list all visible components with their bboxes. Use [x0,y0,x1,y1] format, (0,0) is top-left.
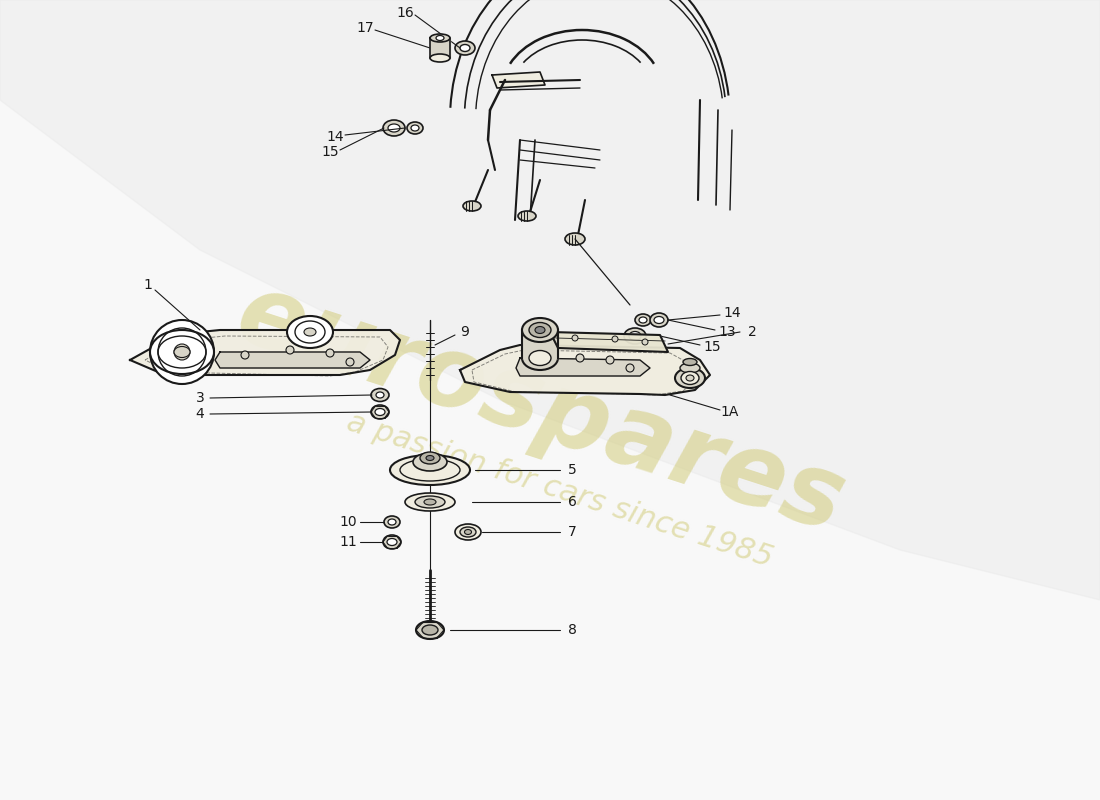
Polygon shape [430,38,450,58]
Ellipse shape [411,125,419,131]
Ellipse shape [420,452,440,464]
Text: 5: 5 [568,463,576,477]
Ellipse shape [371,389,389,402]
Ellipse shape [463,201,481,211]
Ellipse shape [371,405,389,419]
Ellipse shape [376,392,384,398]
Text: 16: 16 [396,6,414,20]
Ellipse shape [460,527,476,537]
Circle shape [326,349,334,357]
Ellipse shape [383,535,402,549]
Ellipse shape [535,326,544,334]
Ellipse shape [174,346,190,358]
Text: 15: 15 [703,340,720,354]
Text: 10: 10 [339,515,356,529]
Ellipse shape [565,233,585,245]
Ellipse shape [388,124,400,132]
Ellipse shape [387,538,397,546]
Ellipse shape [455,524,481,540]
Ellipse shape [375,409,385,415]
Ellipse shape [680,363,700,373]
Ellipse shape [522,318,558,342]
Polygon shape [460,345,710,395]
Text: 8: 8 [568,623,576,637]
Bar [522,330,558,358]
Ellipse shape [287,316,333,348]
Text: 6: 6 [568,495,576,509]
Text: 1: 1 [144,278,153,292]
Ellipse shape [683,358,697,366]
Ellipse shape [436,35,444,41]
Text: 14: 14 [327,130,344,144]
Ellipse shape [383,120,405,136]
Text: 14: 14 [723,306,740,320]
Circle shape [572,335,578,341]
Polygon shape [550,332,668,352]
Ellipse shape [416,621,444,639]
Ellipse shape [650,313,668,327]
Ellipse shape [405,493,455,511]
Ellipse shape [675,368,705,388]
Circle shape [286,346,294,354]
Ellipse shape [388,519,396,525]
Text: eurospares: eurospares [224,266,856,554]
Polygon shape [0,0,1100,600]
Circle shape [612,336,618,342]
Polygon shape [130,330,400,375]
Ellipse shape [304,328,316,336]
Ellipse shape [635,314,651,326]
Text: 15: 15 [321,145,339,159]
Ellipse shape [464,530,472,534]
Ellipse shape [518,211,536,221]
Ellipse shape [415,496,446,508]
Text: 17: 17 [356,21,374,35]
Ellipse shape [390,455,470,485]
Circle shape [346,358,354,366]
Polygon shape [214,352,370,368]
Ellipse shape [422,625,438,635]
Ellipse shape [426,455,434,461]
Ellipse shape [624,328,646,344]
Ellipse shape [629,331,641,341]
Text: a passion for cars since 1985: a passion for cars since 1985 [343,407,777,573]
Ellipse shape [455,41,475,55]
Ellipse shape [430,34,450,42]
Polygon shape [516,358,650,376]
Ellipse shape [430,54,450,62]
Text: 9: 9 [461,325,470,339]
Ellipse shape [639,317,647,323]
Circle shape [241,351,249,359]
Text: 7: 7 [568,525,576,539]
Circle shape [606,356,614,364]
Ellipse shape [460,45,470,51]
Text: 2: 2 [748,325,757,339]
Text: 13: 13 [718,325,736,339]
Ellipse shape [522,346,558,370]
Ellipse shape [686,375,694,381]
Ellipse shape [400,459,460,481]
Ellipse shape [529,322,551,338]
Ellipse shape [681,371,698,385]
Ellipse shape [384,516,400,528]
Circle shape [642,339,648,345]
Text: 3: 3 [196,391,205,405]
Circle shape [626,364,634,372]
Circle shape [541,356,549,364]
Text: 11: 11 [339,535,356,549]
Ellipse shape [407,122,424,134]
Polygon shape [492,72,544,88]
Ellipse shape [150,330,214,374]
Circle shape [150,320,214,384]
Circle shape [576,354,584,362]
Ellipse shape [424,499,436,505]
Text: 4: 4 [196,407,205,421]
Ellipse shape [529,350,551,366]
Circle shape [174,344,190,360]
Text: 1A: 1A [720,405,739,419]
Ellipse shape [654,317,664,323]
Ellipse shape [412,453,447,471]
